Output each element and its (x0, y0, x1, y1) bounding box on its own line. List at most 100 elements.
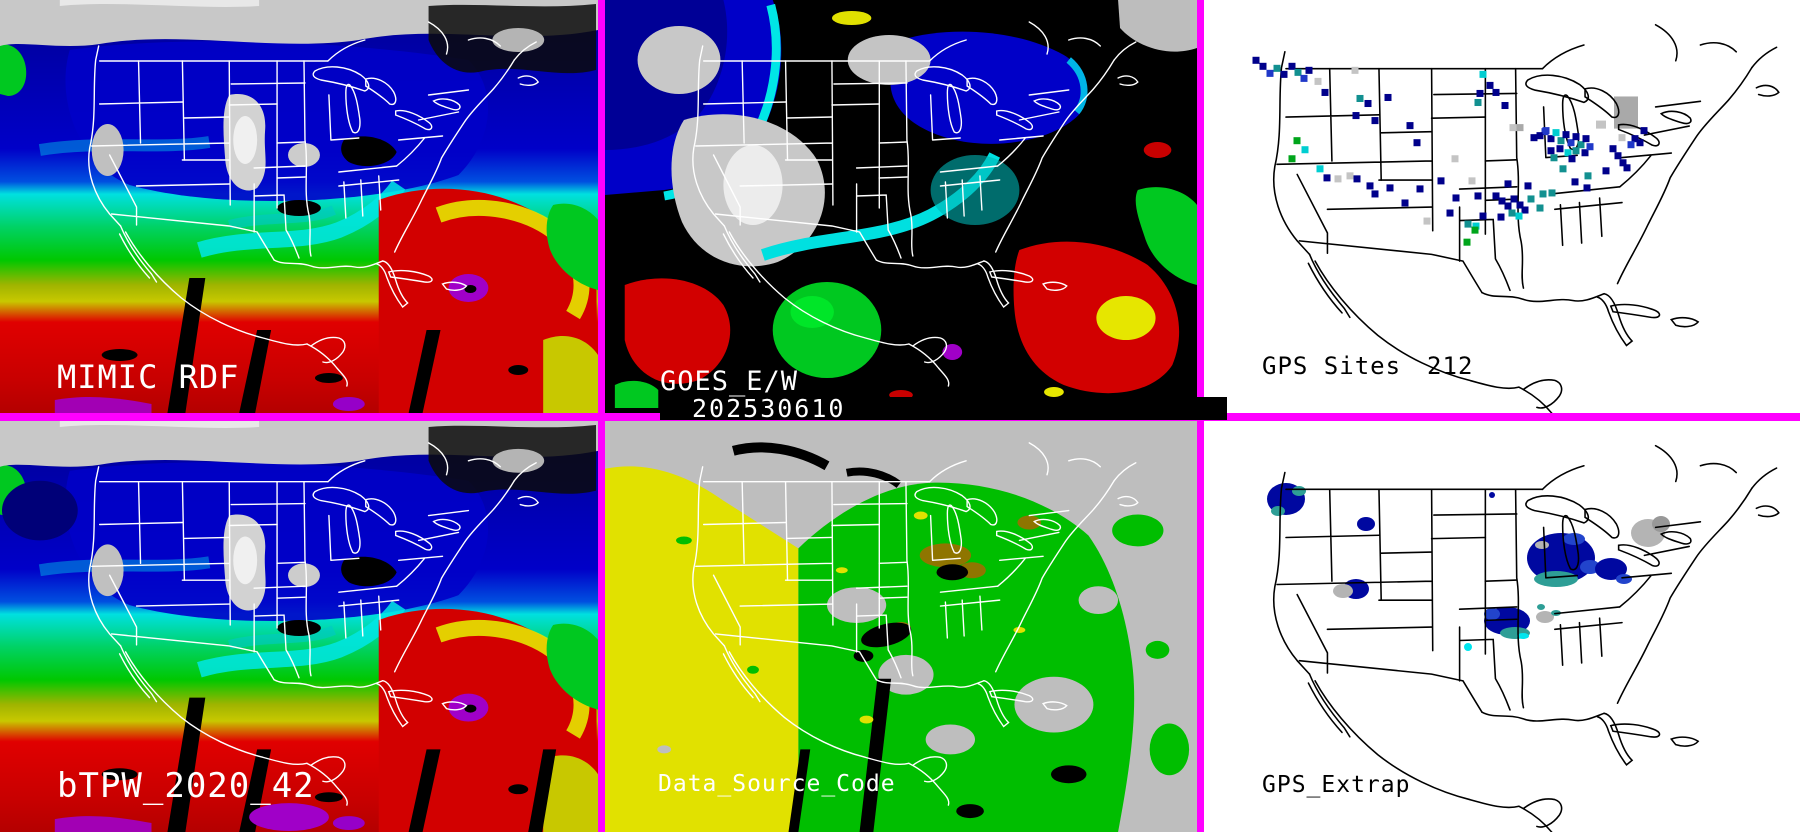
gps-sites-count: 212 (1427, 352, 1474, 380)
gps-site-marker (1288, 155, 1296, 163)
gps-extrap-blob (1464, 643, 1472, 651)
gps-site-marker (1476, 89, 1484, 97)
gps-site-marker (1542, 127, 1550, 135)
gps-site-marker (1259, 62, 1267, 70)
gps-site-marker (1582, 135, 1590, 143)
gps-site-marker (1294, 68, 1302, 76)
gps-site-marker (1640, 127, 1648, 135)
gps-sites-map (1252, 23, 1780, 413)
gps-site-marker (1571, 178, 1579, 186)
gps-site-marker (1474, 98, 1482, 107)
timestamp-text: 202530610 (692, 394, 846, 423)
gps-site-marker (1305, 66, 1313, 74)
gps-site-marker (1577, 141, 1585, 149)
gps-site-marker (1627, 141, 1635, 149)
gps-site-marker (1471, 226, 1479, 234)
gps-extrap-map (1267, 444, 1780, 832)
gps-site-marker (1356, 94, 1364, 102)
gps-site-marker (1550, 154, 1558, 162)
goes-ew-label: GOES_E/W (660, 366, 799, 397)
gps-site-marker (1504, 202, 1512, 210)
gps-site-marker (1536, 132, 1544, 140)
gps-extrap-blob (1580, 560, 1600, 574)
gps-extrap-blob (1616, 574, 1632, 584)
gps-site-marker (1301, 146, 1309, 154)
gps-extrap-blobs (1267, 483, 1670, 651)
gps-site-marker (1527, 195, 1535, 203)
gps-site-marker (1618, 134, 1626, 142)
gps-site-marker (1572, 133, 1580, 141)
gps-site-marker (1524, 182, 1532, 190)
gps-extrap-blob (1652, 516, 1670, 532)
gps-site-marker (1559, 165, 1567, 173)
gps-site-marker (1300, 74, 1308, 82)
gps-site-marker (1413, 139, 1421, 147)
gps-site-marker (1636, 139, 1644, 147)
gps-site-markers (1252, 56, 1648, 246)
gps-site-marker (1364, 99, 1372, 108)
gps-site-marker (1547, 147, 1555, 155)
gps-site-marker (1371, 117, 1379, 125)
gps-site-marker (1351, 66, 1359, 74)
panel-gps-sites: GPS Sites 212 (1204, 0, 1800, 413)
mimic-rdf-image (0, 0, 598, 413)
gps-site-marker (1586, 143, 1594, 151)
gps-site-marker (1548, 189, 1556, 197)
gps-site-marker (1468, 177, 1476, 185)
gps-region-patch (1596, 120, 1606, 129)
btpw-image (0, 421, 598, 832)
gps-site-marker (1562, 131, 1570, 139)
gps-site-marker (1508, 209, 1516, 217)
gps-extrap-blob (1534, 571, 1578, 587)
data-source-code-label: Data_Source_Code (658, 771, 896, 797)
gps-site-marker (1316, 165, 1324, 173)
mimic-rdf-label: MIMIC RDF (57, 358, 240, 396)
goes-ew-image (605, 0, 1197, 413)
gps-site-marker (1486, 81, 1494, 89)
panel-btpw: bTPW_2020_42 (0, 421, 598, 832)
gps-site-marker (1437, 177, 1445, 185)
gps-site-marker (1323, 174, 1331, 182)
gps-site-marker (1463, 238, 1471, 246)
gps-site-marker (1568, 155, 1576, 163)
gps-site-marker (1492, 88, 1500, 96)
gps-site-marker (1288, 62, 1296, 70)
btpw-purple-patch (249, 803, 329, 832)
gps-site-marker (1581, 149, 1589, 157)
gps-extrap-label: GPS_Extrap (1262, 772, 1411, 798)
gps-site-marker (1416, 185, 1424, 193)
panel-data-source-code: Data_Source_Code (605, 421, 1197, 832)
gps-site-marker (1492, 192, 1500, 200)
gps-site-marker (1509, 124, 1517, 132)
gps-site-marker (1423, 217, 1431, 225)
gps-site-marker (1266, 69, 1274, 77)
gps-site-marker (1321, 88, 1329, 96)
panel-gps-extrap: GPS_Extrap (1204, 421, 1800, 832)
gps-site-marker (1515, 212, 1523, 220)
gps-extrap-blob (1484, 608, 1500, 620)
gps-site-marker (1401, 199, 1409, 207)
gps-site-marker (1498, 197, 1506, 205)
gps-site-marker (1536, 204, 1544, 212)
gps-extrap-blob (1489, 492, 1495, 498)
gps-site-marker (1547, 135, 1555, 143)
gps-site-marker (1479, 70, 1487, 78)
gps-site-marker (1516, 124, 1524, 132)
btpw-data-gap (528, 749, 557, 832)
gps-site-marker (1384, 93, 1392, 101)
gps-site-marker (1583, 184, 1591, 192)
gps-site-marker (1366, 182, 1374, 190)
gps-extrap-blob (1563, 533, 1585, 545)
gps-sites-label-text: GPS Sites (1262, 352, 1402, 380)
gps-extrap-blob (1292, 486, 1306, 496)
gps-site-marker (1280, 70, 1288, 78)
gps-site-marker (1623, 164, 1631, 172)
gps-site-marker (1584, 172, 1592, 180)
gps-extrap-blob (1357, 517, 1375, 531)
btpw-deepblue-patch (1, 480, 78, 541)
gps-site-marker (1371, 190, 1379, 198)
gps-region-patch (1614, 96, 1638, 129)
gps-site-marker (1501, 101, 1509, 110)
gps-site-marker (1619, 159, 1627, 167)
